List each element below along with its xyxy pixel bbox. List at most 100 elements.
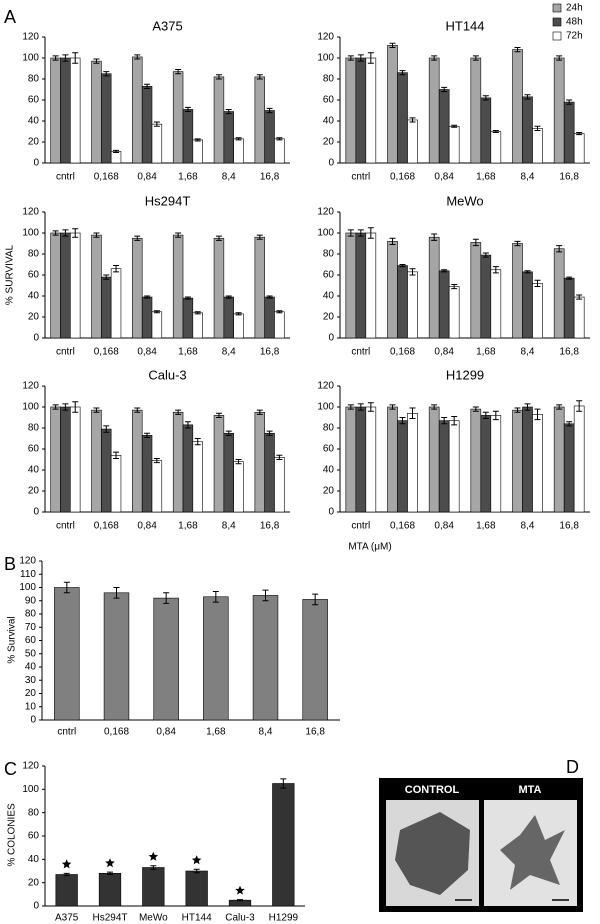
error-bar [276,454,283,460]
error-bar [367,402,374,412]
error-bar [215,412,222,418]
y-tick-label: 100 [317,402,334,413]
bar [448,125,460,164]
x-tick-label: cntrl [351,521,370,532]
y-tick-label: 70 [25,622,37,633]
error-bar [262,589,269,602]
error-bar [113,451,120,459]
error-bar [431,55,438,61]
error-bar [144,295,151,299]
bar [264,110,275,164]
y-tick-label: 120 [317,207,334,218]
cell-colony [395,812,470,895]
y-tick-label: 40 [323,116,335,127]
y-tick-label: 20 [28,486,40,497]
bar [264,296,275,339]
error-bar [312,593,319,606]
bar [512,243,523,339]
bar [274,457,285,513]
bar [355,406,367,513]
y-axis-label: % COLONIES [7,803,18,867]
bar [387,241,398,339]
bar [438,270,450,339]
error-bar [472,238,479,247]
bar [54,587,80,721]
x-tick-label: 1,68 [476,347,496,358]
error-bar [524,403,531,411]
error-bar [534,125,541,131]
bar [470,242,482,339]
x-tick-label: 16,8 [559,347,579,358]
error-bar [514,407,521,413]
cell-colony [500,815,565,890]
error-bar [389,42,396,48]
bar [397,265,408,339]
x-tick-label: cntrl [56,521,75,532]
y-tick-label: 40 [323,291,335,302]
error-bar [441,269,448,273]
bar [151,123,163,164]
bar [60,232,71,339]
significance-star [61,859,72,869]
error-bar [63,872,70,877]
legend-swatch [552,17,562,27]
bar [480,97,492,164]
y-tick-label: 80 [25,609,37,620]
error-bar [514,47,521,53]
y-tick-label: 80 [323,249,335,260]
error-bar [225,108,232,115]
error-bar [399,70,406,76]
y-tick-label: 20 [323,312,335,323]
y-tick-label: 50 [25,648,37,659]
bar [70,406,81,513]
error-bar [235,312,242,316]
error-bar [107,871,113,875]
error-bar [482,252,489,258]
bar [490,415,502,513]
error-bar [72,52,79,64]
bar [132,237,143,339]
panel-title: Hs294T [145,193,191,208]
y-tick-label: 100 [317,228,334,239]
bar [522,406,533,513]
error-bar [266,430,273,436]
y-tick-label: 120 [19,556,36,567]
bar [397,420,408,513]
error-bar [431,233,438,241]
bar [254,411,265,513]
y-tick-label: 0 [33,158,39,169]
error-bar [399,264,406,268]
bar [407,412,418,513]
bar [233,313,244,339]
error-bar [576,400,583,412]
x-tick-label: H1299 [269,913,299,924]
error-bar [175,409,182,415]
bar [50,57,61,164]
bar [490,269,502,339]
y-tick-label: 60 [323,270,335,281]
x-tick-label: cntrl [56,172,75,183]
bar [60,57,71,164]
error-bar [347,55,354,61]
y-tick-label: 20 [28,877,40,888]
panel-letter: C [4,759,17,779]
y-tick-label: 120 [22,761,39,772]
legend-label: 24h [566,3,583,14]
error-bar [184,296,191,300]
bar [345,57,357,164]
error-bar [103,274,110,280]
x-tick-label: cntrl [57,727,76,738]
error-bar [556,55,563,61]
legend-label: 72h [566,31,583,42]
error-bar [113,265,120,273]
bar [110,268,122,339]
error-bar [113,149,120,153]
y-tick-label: 60 [323,444,335,455]
panel-letter: D [566,757,579,777]
error-bar [451,283,458,290]
bar [553,248,565,339]
x-tick-label: 0,84 [434,347,454,358]
y-tick-label: 120 [22,381,39,392]
error-bar [63,581,70,594]
